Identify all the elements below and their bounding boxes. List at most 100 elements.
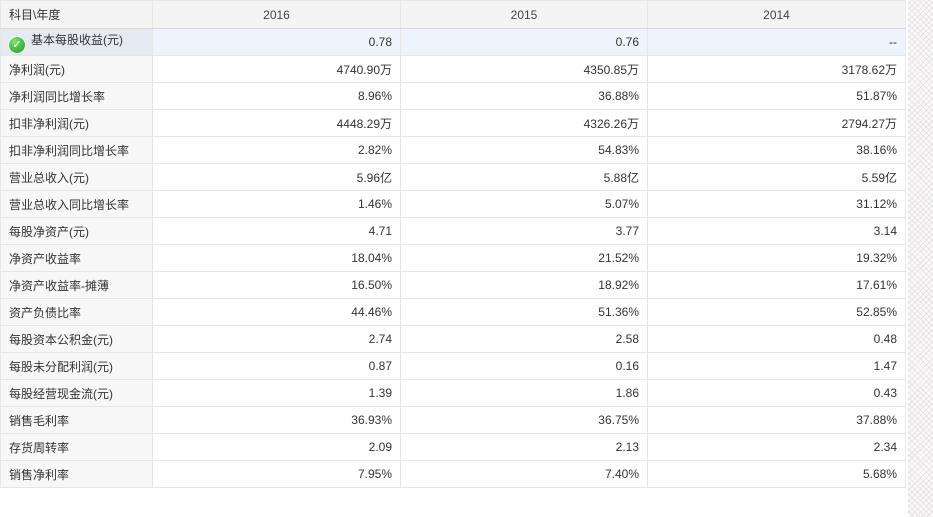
row-value-cell: 2.34 [647, 433, 906, 461]
row-label-cell: 每股净资产(元) [0, 217, 153, 245]
table-row[interactable]: 净利润(元) 4740.90万 4350.85万 3178.62万 [0, 55, 906, 83]
row-label-text: 基本每股收益(元) [31, 33, 123, 47]
row-value-cell: 2.74 [152, 325, 401, 353]
row-value-cell: 17.61% [647, 271, 906, 299]
page-background-pattern [908, 0, 933, 517]
row-value-cell: 1.47 [647, 352, 906, 380]
row-value-cell: 0.87 [152, 352, 401, 380]
row-value-cell: 1.46% [152, 190, 401, 218]
row-value-cell: 5.68% [647, 460, 906, 488]
row-value-cell: 51.36% [400, 298, 648, 326]
table-row[interactable]: 每股未分配利润(元) 0.87 0.16 1.47 [0, 352, 906, 380]
row-value-cell: 31.12% [647, 190, 906, 218]
row-label-cell: 扣非净利润(元) [0, 109, 153, 137]
row-label-cell: 销售毛利率 [0, 406, 153, 434]
table-row[interactable]: 净资产收益率 18.04% 21.52% 19.32% [0, 244, 906, 272]
row-label-text: 存货周转率 [9, 440, 70, 455]
row-value-cell: 4448.29万 [152, 109, 401, 137]
header-year-2015: 2015 [400, 0, 648, 29]
row-label-text: 资产负债比率 [9, 305, 82, 320]
row-value-cell: 36.75% [400, 406, 648, 434]
row-value-cell: 19.32% [647, 244, 906, 272]
row-label-text: 净利润(元) [9, 62, 65, 77]
row-value-cell: 4350.85万 [400, 55, 648, 83]
row-value-cell: 1.39 [152, 379, 401, 407]
row-value-cell: -- [647, 28, 906, 56]
row-label-text: 销售毛利率 [9, 413, 70, 428]
table-row[interactable]: 资产负债比率 44.46% 51.36% 52.85% [0, 298, 906, 326]
table-row[interactable]: 每股净资产(元) 4.71 3.77 3.14 [0, 217, 906, 245]
row-label-text: 每股未分配利润(元) [9, 359, 113, 374]
row-label-text: 营业总收入(元) [9, 170, 89, 185]
row-label-cell: 净利润(元) [0, 55, 153, 83]
row-value-cell: 5.96亿 [152, 163, 401, 191]
row-label-text: 净利润同比增长率 [9, 89, 106, 104]
table-row[interactable]: 扣非净利润(元) 4448.29万 4326.26万 2794.27万 [0, 109, 906, 137]
row-value-cell: 16.50% [152, 271, 401, 299]
row-value-cell: 1.86 [400, 379, 648, 407]
row-value-cell: 3.14 [647, 217, 906, 245]
row-value-cell: 54.83% [400, 136, 648, 164]
row-label-cell: 营业总收入(元) [0, 163, 153, 191]
header-year-2014: 2014 [647, 0, 906, 29]
row-value-cell: 7.40% [400, 460, 648, 488]
row-label-cell: 净利润同比增长率 [0, 82, 153, 110]
row-value-cell: 4.71 [152, 217, 401, 245]
row-label-text: 扣非净利润同比增长率 [9, 143, 130, 158]
table-row[interactable]: 销售毛利率 36.93% 36.75% 37.88% [0, 406, 906, 434]
row-label-cell: 每股资本公积金(元) [0, 325, 153, 353]
row-value-cell: 18.04% [152, 244, 401, 272]
row-label-text: 每股经营现金流(元) [9, 386, 113, 401]
row-value-cell: 8.96% [152, 82, 401, 110]
row-value-cell: 0.76 [400, 28, 648, 56]
table-row[interactable]: 扣非净利润同比增长率 2.82% 54.83% 38.16% [0, 136, 906, 164]
row-value-cell: 5.59亿 [647, 163, 906, 191]
green-check-icon: ✓ [9, 37, 25, 53]
row-value-cell: 37.88% [647, 406, 906, 434]
row-label-cell: 营业总收入同比增长率 [0, 190, 153, 218]
row-label-text: 扣非净利润(元) [9, 116, 89, 131]
row-value-cell: 38.16% [647, 136, 906, 164]
row-value-cell: 2.13 [400, 433, 648, 461]
header-year-2016: 2016 [152, 0, 401, 29]
row-value-cell: 44.46% [152, 298, 401, 326]
row-value-cell: 5.07% [400, 190, 648, 218]
row-value-cell: 0.43 [647, 379, 906, 407]
table-row[interactable]: 销售净利率 7.95% 7.40% 5.68% [0, 460, 906, 488]
table-row[interactable]: 每股资本公积金(元) 2.74 2.58 0.48 [0, 325, 906, 353]
row-value-cell: 2.58 [400, 325, 648, 353]
row-label-cell: 每股经营现金流(元) [0, 379, 153, 407]
row-value-cell: 18.92% [400, 271, 648, 299]
row-label-text: 每股资本公积金(元) [9, 332, 113, 347]
row-value-cell: 21.52% [400, 244, 648, 272]
row-label-text: 每股净资产(元) [9, 224, 89, 239]
row-label-text: 净资产收益率-摊薄 [9, 278, 109, 293]
row-value-cell: 52.85% [647, 298, 906, 326]
row-label-cell: 每股未分配利润(元) [0, 352, 153, 380]
table-row[interactable]: 存货周转率 2.09 2.13 2.34 [0, 433, 906, 461]
row-value-cell: 2794.27万 [647, 109, 906, 137]
row-label-text: 净资产收益率 [9, 251, 82, 266]
row-value-cell: 3.77 [400, 217, 648, 245]
row-value-cell: 7.95% [152, 460, 401, 488]
row-label-cell: 销售净利率 [0, 460, 153, 488]
table-row[interactable]: 营业总收入同比增长率 1.46% 5.07% 31.12% [0, 190, 906, 218]
table-row[interactable]: 净资产收益率-摊薄 16.50% 18.92% 17.61% [0, 271, 906, 299]
row-label-cell: 净资产收益率 [0, 244, 153, 272]
row-value-cell: 2.09 [152, 433, 401, 461]
row-value-cell: 51.87% [647, 82, 906, 110]
table-row[interactable]: ✓ 基本每股收益(元) 0.78 0.76 -- [0, 28, 906, 56]
row-value-cell: 36.93% [152, 406, 401, 434]
financial-metrics-table: 科目\年度 2016 2015 2014 ✓ 基本每股收益(元) 0.78 0.76-… [0, 0, 906, 488]
header-subject-year: 科目\年度 [0, 0, 153, 29]
row-value-cell: 5.88亿 [400, 163, 648, 191]
table-row[interactable]: 净利润同比增长率 8.96% 36.88% 51.87% [0, 82, 906, 110]
row-label-text: 营业总收入同比增长率 [9, 197, 130, 212]
table-row[interactable]: 营业总收入(元) 5.96亿 5.88亿 5.59亿 [0, 163, 906, 191]
row-value-cell: 0.48 [647, 325, 906, 353]
row-value-cell: 0.78 [152, 28, 401, 56]
row-value-cell: 2.82% [152, 136, 401, 164]
table-row[interactable]: 每股经营现金流(元) 1.39 1.86 0.43 [0, 379, 906, 407]
row-value-cell: 3178.62万 [647, 55, 906, 83]
